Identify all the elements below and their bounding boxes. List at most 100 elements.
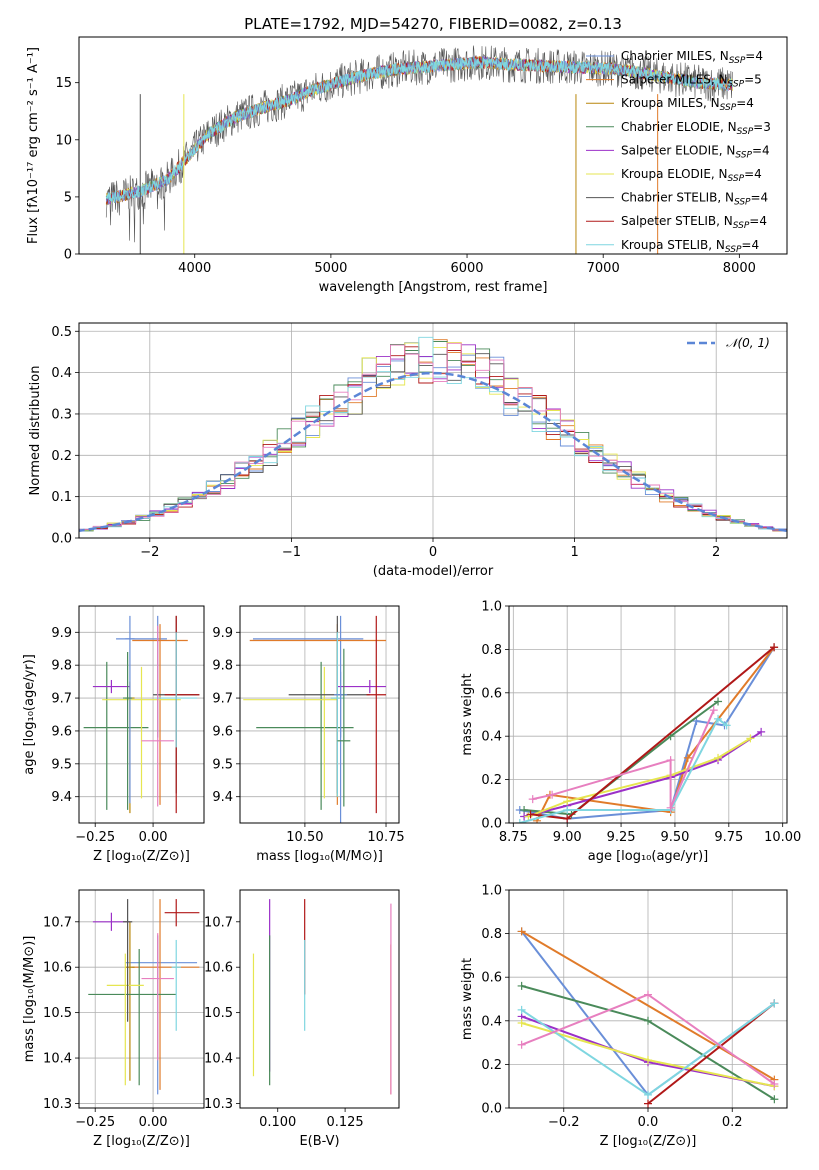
x-tick-label: 10.75 (367, 830, 404, 845)
plot-area (79, 336, 787, 538)
y-tick-label: 10.4 (43, 1052, 72, 1067)
x-tick-label: −1 (282, 545, 301, 560)
y-tick-label: 9.9 (51, 626, 72, 641)
axes-frame (78, 889, 205, 1109)
legend-entry: Salpeter MILES, NSSP=5 (621, 73, 762, 90)
y-tick-label: 0.1 (51, 490, 72, 505)
legend-entry: Salpeter STELIB, NSSP=4 (621, 214, 767, 231)
y-tick-label: 0.4 (481, 730, 502, 745)
axes-frame (78, 36, 788, 255)
y-axis-label: age [log₁₀(age/yr)] (22, 654, 37, 775)
weight-point (644, 1099, 652, 1108)
y-axis-label: mass weight (460, 673, 475, 755)
weight-point (714, 714, 723, 723)
y-tick-label: 0.3 (51, 407, 72, 422)
x-axis-label: Z [log₁₀(Z/Z⊙)] (93, 1134, 190, 1149)
weight-point (666, 803, 675, 812)
plot-area (83, 615, 200, 814)
y-tick-label: 0.8 (481, 643, 502, 658)
x-tick-label: 0.00 (139, 830, 168, 845)
y-tick-label: 0.2 (481, 773, 502, 788)
y-tick-label: 0.4 (481, 1014, 502, 1029)
weight-point (722, 721, 731, 730)
plot-area (515, 643, 779, 823)
y-tick-label: 9.5 (212, 757, 233, 772)
plot-area (105, 45, 733, 254)
spectrum-line (105, 57, 733, 203)
y-tick-label: 9.8 (51, 659, 72, 674)
y-tick-label: 9.4 (212, 790, 233, 805)
panel-weight-vs-Z: −0.2 0.0 0.2 0.0 0.2 0.4 0.6 0.8 1.0 Z [log₁₀(Z/Z… (460, 884, 788, 1149)
x-tick-label: −2 (140, 545, 159, 560)
gaussian-curve (79, 371, 787, 533)
y-tick-label: 10.7 (204, 915, 233, 930)
x-tick-label: 8000 (723, 261, 756, 276)
weight-point (515, 819, 524, 823)
x-tick-label: 4000 (178, 261, 211, 276)
legend-entry: Chabrier MILES, NSSP=4 (621, 49, 763, 66)
x-axis-label: E(B-V) (299, 1134, 339, 1149)
y-tick-label: 10 (55, 133, 72, 148)
axes-frame (239, 605, 400, 824)
panel-age-vs-Z: −0.25 0.00 9.4 9.5 9.6 9.7 9.8 9.9 Z [log₁₀(Z/Z⊙… (22, 605, 205, 864)
x-tick-label: 0.100 (259, 1115, 296, 1130)
x-tick-label: 0.125 (326, 1115, 363, 1130)
y-tick-label: 9.4 (51, 790, 72, 805)
x-tick-label: 0.00 (139, 1115, 168, 1130)
x-tick-label: 0.0 (638, 1115, 659, 1130)
x-tick-label: −0.25 (75, 1115, 115, 1130)
axes-frame (239, 889, 400, 1109)
y-tick-label: 0 (64, 248, 72, 263)
y-tick-label: 9.7 (51, 692, 72, 707)
y-tick-label: 0.0 (51, 532, 72, 547)
x-axis-label: mass [log₁₀(M/M⊙)] (256, 849, 383, 864)
weight-point (644, 1056, 652, 1065)
y-axis-label: Normed distribution (28, 366, 43, 496)
y-axis-label: mass weight (460, 958, 475, 1040)
weight-point (770, 643, 779, 652)
weight-point (770, 999, 779, 1008)
y-tick-label: 0.4 (51, 366, 72, 381)
weight-point (770, 1095, 779, 1104)
weight-point (526, 810, 535, 819)
x-axis-label: Z [log₁₀(Z/Z⊙)] (600, 1134, 697, 1149)
y-tick-label: 0.5 (51, 325, 72, 340)
plot-area (88, 899, 200, 1095)
weight-point (563, 805, 572, 814)
weight-point (563, 814, 572, 823)
weight-point (757, 727, 766, 736)
y-axis-label: Flux [fλ10⁻¹⁷ erg cm⁻² s⁻¹ A⁻¹] (26, 47, 41, 244)
weight-point (517, 1018, 526, 1027)
x-axis-label: age [log₁₀(age/yr)] (588, 849, 709, 864)
y-tick-label: 10.3 (204, 1097, 233, 1112)
weight-point (709, 706, 718, 715)
y-tick-label: 0.6 (481, 971, 502, 986)
axes-frame (78, 322, 788, 539)
weight-point (770, 1080, 779, 1089)
x-tick-label: 0 (429, 545, 437, 560)
x-axis-label: (data-model)/error (373, 564, 494, 579)
weight-point (528, 795, 537, 804)
weight-line (647, 1002, 776, 1105)
legend-entry: Salpeter ELODIE, NSSP=4 (621, 143, 770, 160)
y-tick-label: 10.5 (43, 1006, 72, 1021)
y-tick-label: 5 (64, 190, 72, 205)
panel-residuals: −2 −1 0 1 2 0.0 0.1 0.2 0.3 0.4 0.5 (data-model)/er… (28, 322, 788, 579)
spectrum-line (105, 45, 733, 243)
weight-point (714, 697, 723, 706)
y-tick-label: 10.5 (204, 1006, 233, 1021)
legend-entry: 𝒩(0, 1) (726, 336, 770, 350)
x-tick-label: 9.75 (714, 830, 743, 845)
y-tick-label: 15 (55, 76, 72, 91)
weight-point (548, 790, 557, 799)
y-tick-label: 0.8 (481, 927, 502, 942)
y-tick-label: 0.0 (481, 1102, 502, 1117)
plot-area (252, 899, 392, 1095)
axes-frame (508, 889, 788, 1109)
panel-weight-vs-age: 8.75 9.00 9.25 9.50 9.75 10.00 0.0 0.2 0.4 0.6 0.8… (460, 600, 801, 865)
x-tick-label: 9.50 (660, 830, 689, 845)
y-tick-label: 10.3 (43, 1097, 72, 1112)
legend-entry: Kroupa MILES, NSSP=4 (621, 96, 754, 113)
y-tick-label: 9.8 (212, 659, 233, 674)
